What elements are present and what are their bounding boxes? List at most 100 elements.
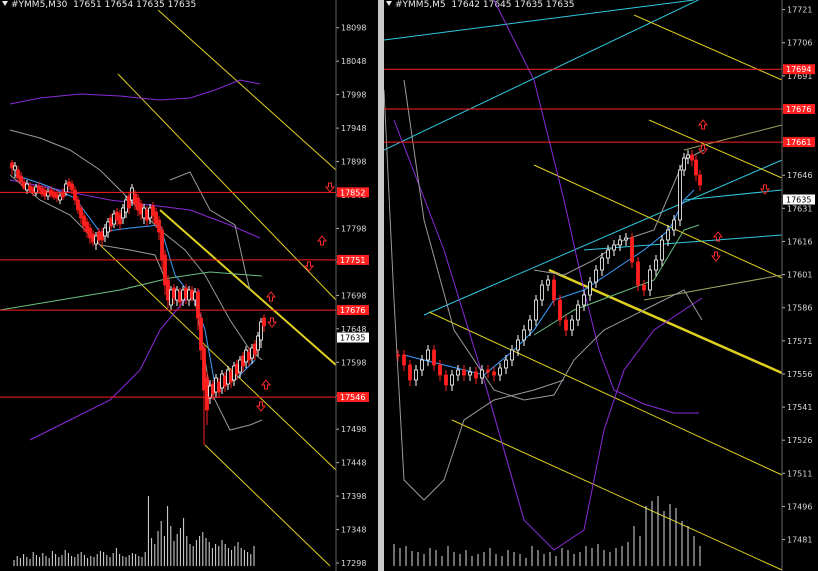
candle-body [157, 219, 161, 233]
candle-body [229, 371, 233, 383]
candle-body [55, 193, 59, 199]
dropdown-triangle-icon[interactable] [386, 1, 392, 6]
price-axis-label: 17698 [341, 291, 366, 300]
candle-body [70, 183, 74, 191]
channel-line[interactable] [428, 311, 783, 476]
candle-body [22, 181, 26, 189]
candle-body [172, 287, 176, 299]
candle-body [262, 317, 266, 327]
left-chart-window[interactable]: #YMM5,M30 17651 17654 17635 17635 18098 1… [0, 0, 378, 571]
price-axis-label: 17648 [341, 325, 366, 334]
right-price-chart[interactable]: 17721 17706 17691 17676 17661 17646 17631 17616… [384, 0, 818, 571]
channel-line[interactable] [204, 444, 331, 567]
right-chart-window[interactable]: #YMM5,M5 17642 17645 17635 17635 17721 17… [384, 0, 818, 571]
candle-body [558, 299, 562, 321]
right-chart-header: #YMM5,M5 17642 17645 17635 17635 [386, 0, 575, 10]
channel-line[interactable] [451, 419, 783, 571]
candle-body [10, 162, 14, 169]
candle-body [636, 261, 640, 286]
candle-body [686, 154, 690, 159]
candle-body [256, 335, 260, 351]
sell-arrow-icon [697, 144, 709, 155]
candle-body [247, 351, 251, 361]
candle-body [432, 349, 436, 366]
channel-line[interactable] [117, 73, 337, 301]
candle-body [13, 165, 17, 171]
left-chart-symbol: #YMM5,M30 [11, 0, 68, 10]
candle-body [67, 181, 71, 187]
candle-body [145, 209, 149, 221]
channel-line[interactable] [648, 119, 783, 179]
level-price-label: 17661 [786, 138, 811, 147]
candle-body [618, 239, 622, 246]
price-axis-label: 17298 [341, 559, 366, 568]
level-price-tag [337, 392, 369, 403]
cyan-trend-line[interactable] [384, 0, 695, 41]
candle-body [223, 375, 227, 387]
left-price-chart[interactable]: 1809818048179981794817898178481779817748… [0, 0, 378, 571]
candle-body [259, 321, 263, 341]
candle-body [694, 159, 698, 176]
level-price-tag [783, 103, 815, 114]
price-axis-label: 17798 [341, 224, 366, 233]
olive-line [643, 274, 783, 301]
candle-body [588, 281, 592, 296]
buy-arrow-icon [316, 235, 328, 246]
bollinger-outer [384, 89, 565, 501]
price-axis-label: 17721 [787, 6, 812, 15]
price-axis-label: 17706 [787, 39, 812, 48]
price-axis-label: 17948 [341, 124, 366, 133]
candle-body [181, 289, 185, 301]
bollinger-lower [403, 79, 703, 401]
candle-body [510, 349, 514, 361]
cyan-trend-line[interactable] [423, 159, 783, 316]
envelope-lower [29, 289, 201, 441]
channel-line[interactable] [157, 9, 337, 171]
candle-body [184, 287, 188, 299]
candle-body [136, 197, 140, 211]
trendline-bold[interactable] [159, 209, 337, 366]
candle-body [682, 157, 686, 171]
candle-body [534, 299, 538, 321]
dropdown-triangle-icon[interactable] [2, 1, 8, 6]
candle-body [698, 174, 702, 186]
candle-body [31, 187, 35, 193]
candle-body [426, 349, 430, 361]
candle-body [516, 339, 520, 351]
candle-body [220, 373, 224, 389]
candle-body [660, 239, 664, 261]
price-axis-label: 17448 [341, 459, 366, 468]
candle-body [492, 371, 496, 376]
buy-arrow-icon [260, 379, 272, 390]
candle-body [678, 169, 682, 221]
candle-body [178, 291, 182, 303]
cyan-trend-line[interactable] [384, 0, 782, 151]
candle-body [25, 183, 29, 191]
candle-body [498, 367, 502, 376]
chart-splitter[interactable] [378, 0, 384, 571]
trendline-bold[interactable] [548, 268, 783, 375]
candle-body [408, 364, 412, 381]
candle-body [624, 237, 628, 241]
price-axis-label: 17691 [787, 72, 812, 81]
candle-body [214, 377, 218, 393]
candle-body [396, 354, 400, 357]
candle-body [130, 187, 134, 201]
candle-body [106, 221, 110, 233]
candle-body [648, 269, 652, 291]
left-chart-ohlc: 17651 17654 17635 17635 [73, 0, 197, 10]
price-axis-label: 17496 [787, 502, 812, 511]
sell-arrow-icon [266, 317, 278, 328]
buy-arrow-icon [265, 291, 277, 302]
price-axis-label: 18048 [341, 57, 366, 66]
candle-body [414, 369, 418, 381]
channel-line[interactable] [99, 244, 337, 471]
candle-body [19, 175, 23, 183]
candle-body [486, 369, 490, 373]
price-axis-label: 17898 [341, 158, 366, 167]
cyan-trend-line[interactable] [683, 189, 783, 201]
channel-line[interactable] [633, 14, 783, 81]
cyan-trend-line[interactable] [583, 234, 783, 251]
price-axis-label: 17631 [787, 204, 812, 213]
sell-arrow-icon [255, 401, 267, 412]
